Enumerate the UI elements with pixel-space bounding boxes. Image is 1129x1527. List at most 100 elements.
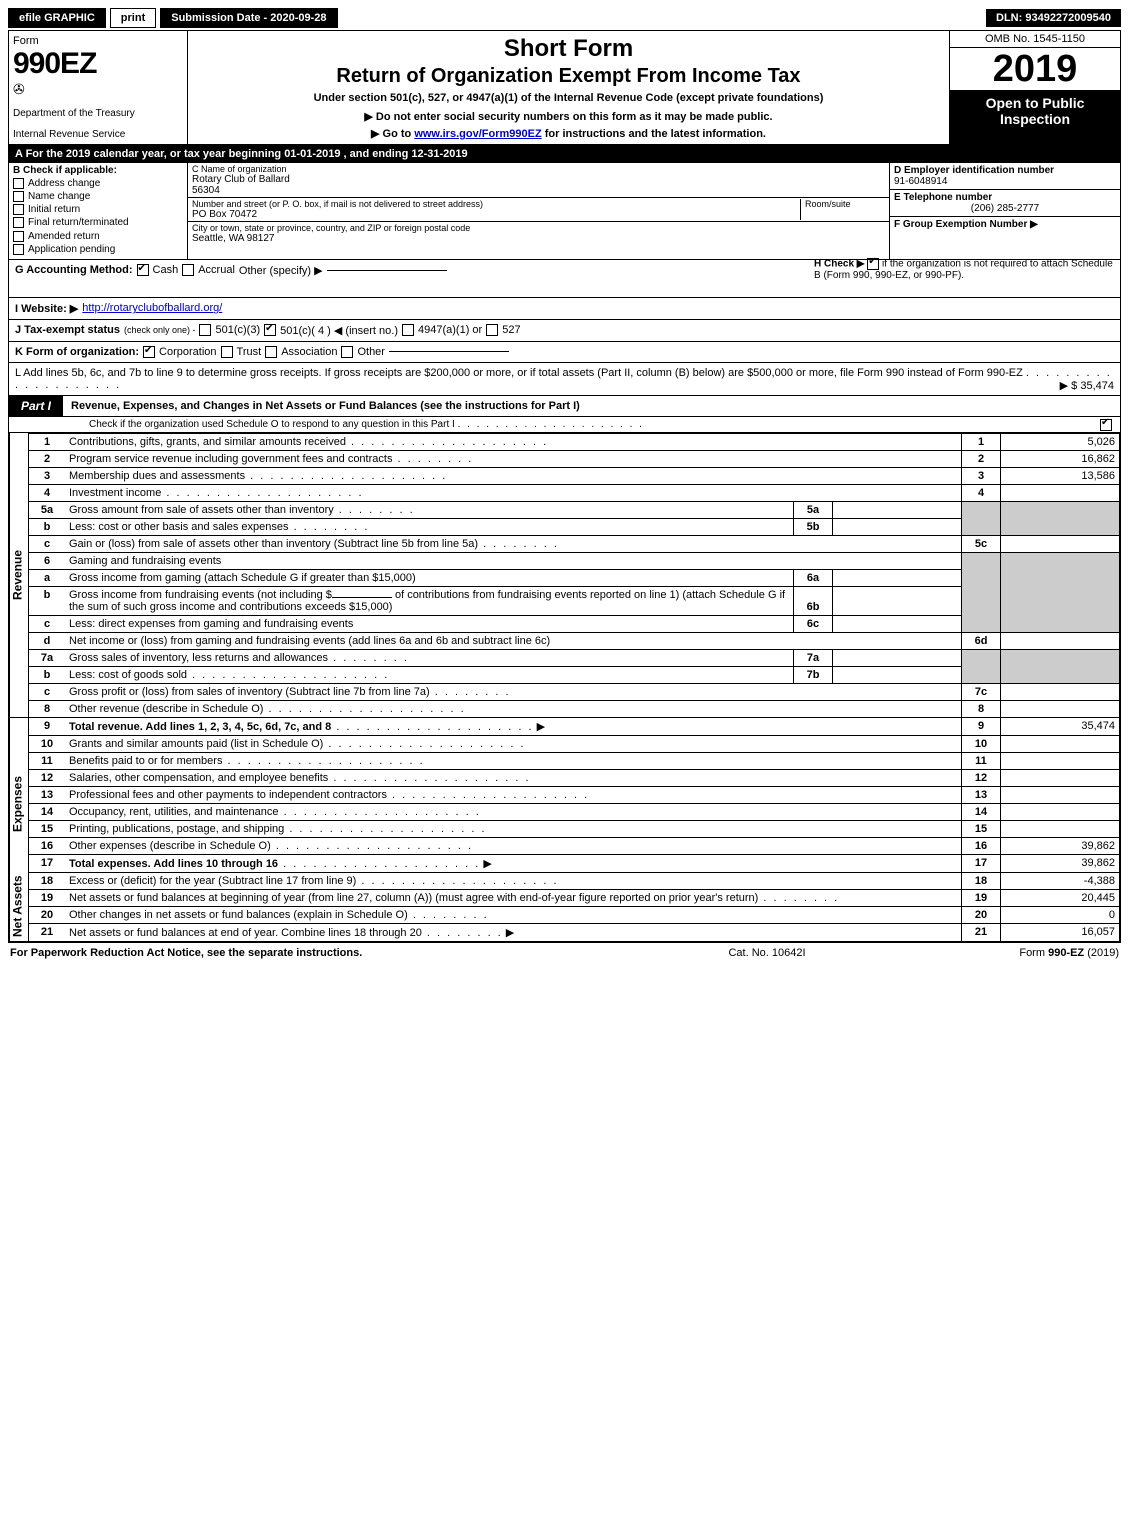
ln7-shade	[962, 649, 1001, 683]
irs-link[interactable]: www.irs.gov/Form990EZ	[414, 128, 541, 140]
ln13-desc: Professional fees and other payments to …	[65, 786, 962, 803]
ln6c-num: c	[29, 615, 66, 632]
chk-h[interactable]	[867, 258, 879, 270]
ln6d-num: d	[29, 632, 66, 649]
print-button[interactable]: print	[110, 8, 156, 28]
ln7b-sv	[833, 666, 962, 683]
ln7-shade-v	[1001, 649, 1120, 683]
chk-527[interactable]	[486, 324, 498, 336]
chk-other-org[interactable]	[341, 346, 353, 358]
ln20-desc: Other changes in net assets or fund bala…	[65, 906, 962, 923]
ln7c-desc: Gross profit or (loss) from sales of inv…	[65, 683, 962, 700]
ln1-num: 1	[29, 433, 66, 450]
ln4-val	[1001, 484, 1120, 501]
ln1-desc: Contributions, gifts, grants, and simila…	[65, 433, 962, 450]
ln6-desc: Gaming and fundraising events	[65, 552, 962, 569]
tax-year: 2019	[950, 48, 1120, 91]
ln20-num: 20	[29, 906, 66, 923]
ln20-val: 0	[1001, 906, 1120, 923]
ln5b-num: b	[29, 518, 66, 535]
chk-cash[interactable]	[137, 264, 149, 276]
ln16-num: 16	[29, 837, 66, 854]
b-title: B Check if applicable:	[13, 165, 183, 176]
l-amount: ▶ $ 35,474	[1060, 379, 1114, 392]
lbl-initial-return: Initial return	[28, 204, 80, 215]
ln16-rn: 16	[962, 837, 1001, 854]
lbl-accrual: Accrual	[198, 264, 235, 276]
part1-tab: Part I	[9, 396, 63, 416]
form-header: Form 990EZ ✇ Department of the Treasury …	[9, 31, 1120, 145]
ln15-num: 15	[29, 820, 66, 837]
ln17-desc: Total expenses. Add lines 10 through 16 …	[65, 854, 962, 872]
footer-mid: Cat. No. 10642I	[515, 947, 1020, 959]
goto-pre: ▶ Go to	[371, 128, 414, 140]
ln7a-num: 7a	[29, 649, 66, 666]
side-netassets: Net Assets	[10, 872, 29, 941]
row-g: G Accounting Method: Cash Accrual Other …	[9, 260, 1120, 298]
entity-info: B Check if applicable: Address change Na…	[9, 163, 1120, 260]
ln5c-desc: Gain or (loss) from sale of assets other…	[65, 535, 962, 552]
c-street-label: Number and street (or P. O. box, if mail…	[192, 199, 800, 209]
lbl-other: Other (specify) ▶	[239, 264, 323, 277]
lbl-other-org: Other	[357, 346, 385, 358]
part1-check-dots	[458, 419, 644, 430]
ln5b-desc: Less: cost or other basis and sales expe…	[65, 518, 794, 535]
dln: DLN: 93492272009540	[986, 9, 1121, 27]
chk-part1-schedO[interactable]	[1100, 419, 1112, 431]
ln2-desc: Program service revenue including govern…	[65, 450, 962, 467]
chk-accrual[interactable]	[182, 264, 194, 276]
form-number: 990EZ	[13, 47, 183, 81]
ln15-rn: 15	[962, 820, 1001, 837]
part1-check-text: Check if the organization used Schedule …	[89, 419, 455, 430]
chk-initial-return[interactable]	[13, 204, 24, 215]
ln6b-num: b	[29, 586, 66, 615]
ln7b-sn: 7b	[794, 666, 833, 683]
section-c: C Name of organization Rotary Club of Ba…	[188, 163, 889, 259]
chk-name-change[interactable]	[13, 191, 24, 202]
other-specify-input[interactable]	[327, 270, 447, 271]
side-expenses: Expenses	[10, 735, 29, 872]
row-k: K Form of organization: Corporation Trus…	[9, 342, 1120, 363]
ln10-desc: Grants and similar amounts paid (list in…	[65, 735, 962, 752]
warning-ssn: ▶ Do not enter social security numbers o…	[196, 110, 941, 123]
chk-amended[interactable]	[13, 231, 24, 242]
chk-app-pending[interactable]	[13, 244, 24, 255]
chk-4947[interactable]	[402, 324, 414, 336]
ln12-num: 12	[29, 769, 66, 786]
chk-final-return[interactable]	[13, 217, 24, 228]
title-return: Return of Organization Exempt From Incom…	[196, 65, 941, 88]
lbl-501c3: 501(c)(3)	[215, 324, 260, 336]
website-link[interactable]: http://rotaryclubofballard.org/	[82, 302, 222, 314]
ln6b-sv	[833, 586, 962, 615]
chk-corp[interactable]	[143, 346, 155, 358]
ln7a-desc: Gross sales of inventory, less returns a…	[65, 649, 794, 666]
ln5c-val	[1001, 535, 1120, 552]
ln14-val	[1001, 803, 1120, 820]
ln6-shade	[962, 552, 1001, 632]
ln18-num: 18	[29, 872, 66, 889]
lbl-527: 527	[502, 324, 520, 336]
lbl-cash: Cash	[153, 264, 179, 276]
ln6-num: 6	[29, 552, 66, 569]
part1-check-row: Check if the organization used Schedule …	[9, 417, 1120, 433]
lines-table: Revenue 1 Contributions, gifts, grants, …	[9, 433, 1120, 942]
chk-501c[interactable]	[264, 324, 276, 336]
chk-address-change[interactable]	[13, 178, 24, 189]
ln6d-desc: Net income or (loss) from gaming and fun…	[65, 632, 962, 649]
ln1-val: 5,026	[1001, 433, 1120, 450]
ln3-rn: 3	[962, 467, 1001, 484]
ln9-num: 9	[29, 717, 66, 735]
g-label: G Accounting Method:	[15, 264, 133, 276]
ln7a-sv	[833, 649, 962, 666]
row-l: L Add lines 5b, 6c, and 7b to line 9 to …	[9, 363, 1120, 396]
j-label: J Tax-exempt status	[15, 324, 120, 336]
chk-501c3[interactable]	[199, 324, 211, 336]
other-org-input[interactable]	[389, 351, 509, 352]
c-name-label: C Name of organization	[192, 164, 885, 174]
ln5-shade-v	[1001, 501, 1120, 535]
omb-number: OMB No. 1545-1150	[950, 31, 1120, 48]
chk-assoc[interactable]	[265, 346, 277, 358]
ln13-val	[1001, 786, 1120, 803]
i-label: I Website: ▶	[15, 302, 78, 315]
chk-trust[interactable]	[221, 346, 233, 358]
